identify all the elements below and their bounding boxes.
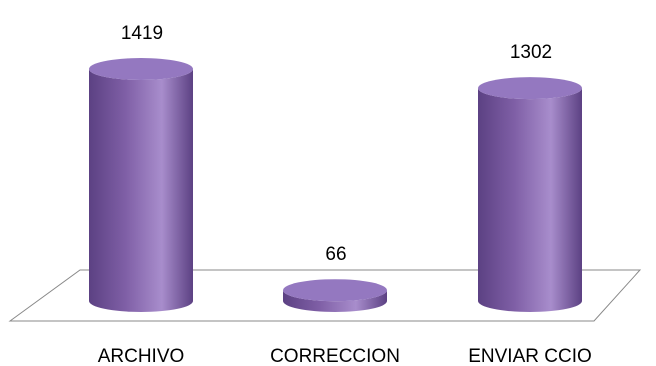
bar-correccion xyxy=(283,279,387,312)
data-label-enviar-ccio: 1302 xyxy=(510,42,552,63)
category-labels-group: ARCHIVO CORRECCION ENVIAR CCIO xyxy=(98,346,592,366)
category-label-correccion: CORRECCION xyxy=(270,346,400,366)
bar-archivo xyxy=(89,58,193,312)
bar-enviar-ccio xyxy=(478,77,582,312)
bar-top-correccion xyxy=(283,279,387,302)
bar-top-enviar-ccio xyxy=(478,77,582,100)
bar-body-archivo xyxy=(89,69,193,312)
data-label-archivo: 1419 xyxy=(121,23,163,44)
data-label-correccion: 66 xyxy=(325,244,346,265)
bar-top-archivo xyxy=(89,58,193,80)
category-label-enviar-ccio: ENVIAR CCIO xyxy=(468,346,592,366)
chart-floor xyxy=(8,269,642,322)
bar-body-enviar-ccio xyxy=(478,88,582,312)
bar-body-correccion xyxy=(283,290,387,312)
bars-group xyxy=(89,58,582,312)
category-label-archivo: ARCHIVO xyxy=(98,346,185,366)
data-labels-group: 1419 66 1302 xyxy=(121,23,552,265)
